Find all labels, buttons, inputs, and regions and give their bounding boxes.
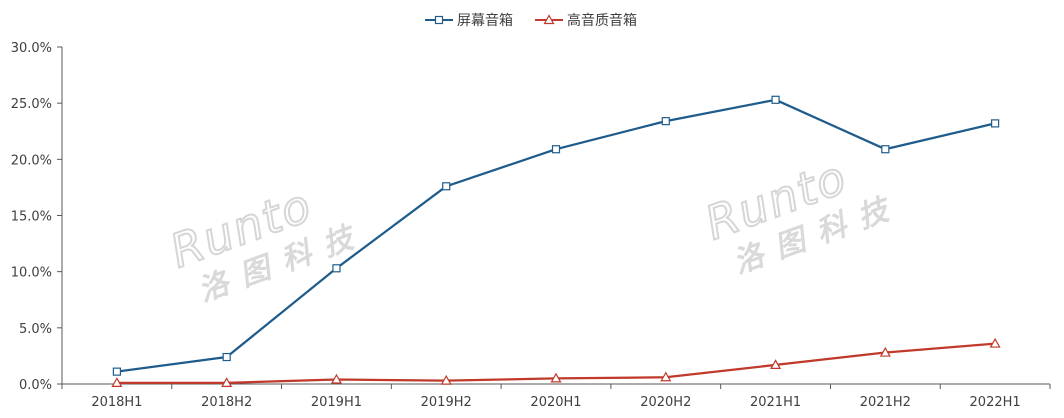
legend-label: 高音质音箱 [567, 12, 637, 29]
data-point-marker [112, 367, 121, 376]
legend-item: 高音质音箱 [535, 12, 637, 29]
watermark-logo-right: Runto 洛图科技 [697, 149, 906, 281]
data-point-marker [879, 346, 891, 357]
series-layer [111, 95, 1001, 387]
data-point-marker [440, 374, 452, 385]
x-tick-label: 2021H1 [750, 395, 801, 410]
legend: 屏幕音箱 高音质音箱 [425, 12, 637, 29]
x-tick-label: 2020H1 [530, 395, 581, 410]
watermark-logo-left: Runto 洛图科技 [162, 177, 371, 309]
series-1 [112, 95, 1000, 376]
data-point-marker [660, 371, 672, 382]
axes: 0.0% 5.0% 10.0% 15.0% 20.0% 25.0% 30.0% 2018H1 2… [11, 41, 1051, 410]
x-tick-label: 2018H1 [91, 395, 142, 410]
data-point-marker [442, 182, 451, 191]
data-point-marker [221, 377, 233, 387]
data-point-marker [550, 372, 562, 383]
data-point-marker [881, 145, 890, 154]
watermark-layer: Runto 洛图科技 Runto 洛图科技 [162, 149, 906, 309]
data-point-marker [332, 264, 341, 273]
x-tick-label: 2018H2 [201, 395, 252, 410]
data-point-marker [551, 145, 561, 154]
data-point-marker [771, 95, 780, 104]
y-tick-label: 30.0% [11, 41, 52, 56]
data-point-marker [989, 337, 1001, 348]
x-tick-label: 2020H2 [640, 395, 691, 410]
x-tick-label: 2019H2 [421, 395, 472, 410]
data-point-marker [111, 377, 123, 387]
x-tick-label: 2019H1 [311, 395, 362, 410]
legend-marker [434, 15, 444, 25]
series-2 [111, 337, 1001, 387]
data-point-marker [991, 119, 1000, 128]
y-tick-label: 10.0% [11, 266, 52, 281]
y-tick-label: 20.0% [11, 153, 52, 168]
legend-label: 屏幕音箱 [457, 12, 513, 29]
y-tick-label: 25.0% [11, 97, 52, 112]
data-point-marker [330, 373, 342, 384]
legend-item: 屏幕音箱 [425, 12, 513, 29]
x-tick-label: 2022H1 [970, 395, 1021, 410]
data-point-marker [770, 359, 782, 370]
data-point-marker [661, 117, 670, 126]
legend-marker [543, 14, 555, 25]
y-tick-label: 15.0% [11, 210, 52, 225]
data-point-marker [222, 352, 231, 362]
y-tick-label: 0.0% [19, 378, 52, 393]
x-tick-label: 2021H2 [860, 395, 911, 410]
y-tick-label: 5.0% [19, 322, 52, 337]
